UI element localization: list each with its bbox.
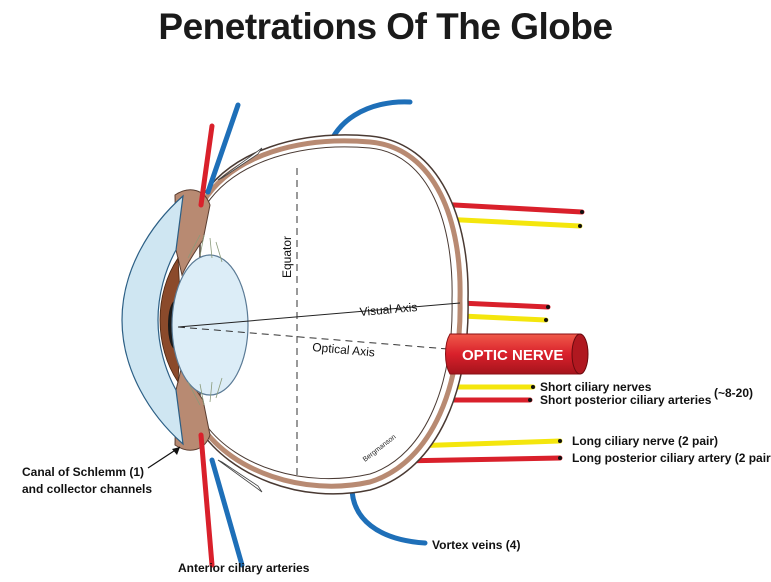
lens	[171, 254, 249, 396]
anterior-artery-lower	[198, 432, 215, 568]
optic-nerve: OPTIC NERVE	[445, 333, 589, 375]
short-ciliary-nerves-label: Short ciliary nerves	[540, 380, 652, 394]
anterior-vessels	[198, 102, 263, 568]
short-count-label: (~8-20)	[714, 386, 753, 400]
optical-axis-label: Optical Axis	[312, 340, 376, 359]
vortex-vein-lower	[349, 480, 428, 546]
anterior-artery-upper	[198, 123, 215, 208]
zonules	[187, 234, 223, 406]
page-title: Penetrations Of The Globe	[158, 6, 613, 47]
globe-shell	[199, 134, 469, 495]
long-ciliary-nerve-label: Long ciliary nerve (2 pair)	[572, 434, 718, 448]
equator-label: Equator	[280, 236, 294, 278]
canal-label-line1: Canal of Schlemm (1)	[22, 465, 144, 479]
anterior-vein-upper	[205, 102, 241, 195]
long-posterior-artery-line	[395, 455, 563, 464]
upper-nerve-2	[459, 313, 549, 323]
visual-axis-line	[177, 302, 461, 328]
optic-nerve-label: OPTIC NERVE	[462, 347, 563, 364]
long-posterior-ciliary-artery-label: Long posterior ciliary artery (2 pair	[572, 451, 771, 465]
vortex-veins-label: Vortex veins (4)	[432, 538, 520, 552]
cornea	[121, 194, 184, 446]
visual-axis-label: Visual Axis	[359, 300, 418, 319]
short-posterior-ciliary-arteries-label: Short posterior ciliary arteries	[540, 393, 712, 407]
upper-artery-2	[457, 300, 551, 310]
long-ciliary-nerve-line	[407, 438, 563, 449]
anterior-vein-lower	[209, 457, 245, 568]
anterior-ciliary-arteries-label: Anterior ciliary arteries	[178, 561, 310, 575]
canal-label-line2: and collector channels	[22, 482, 152, 496]
anterior-segment	[121, 189, 249, 451]
